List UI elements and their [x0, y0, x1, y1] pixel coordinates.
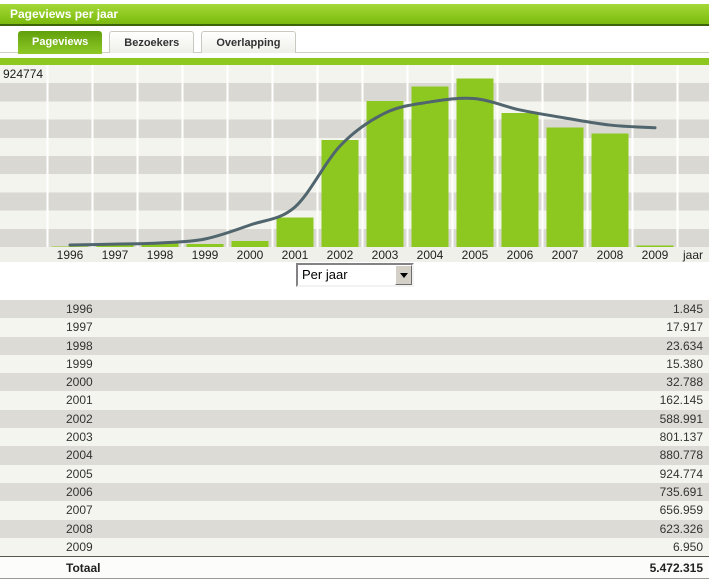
- table-row: 1998 23.634: [0, 336, 709, 355]
- row-year: 2008: [66, 521, 93, 536]
- row-value: 15.380: [666, 356, 703, 371]
- row-value: 656.959: [659, 503, 703, 518]
- row-value: 588.991: [659, 411, 703, 426]
- bar-1998[interactable]: [141, 242, 179, 247]
- table-row: 2002 588.991: [0, 409, 709, 429]
- row-value: 17.917: [666, 320, 703, 335]
- bar-2002[interactable]: [321, 139, 359, 247]
- row-year: 1998: [66, 338, 93, 353]
- row-year: 1997: [66, 320, 93, 335]
- x-axis-label: 2000: [236, 248, 264, 262]
- row-year: 2006: [66, 484, 93, 499]
- row-year: 2000: [66, 375, 93, 390]
- bar-2000[interactable]: [231, 241, 269, 247]
- x-axis-label: 1996: [56, 248, 84, 262]
- total-value: 5.472.315: [649, 561, 703, 576]
- x-axis-label: 2003: [371, 248, 399, 262]
- tab-row-divider: [0, 52, 709, 53]
- bar-2001[interactable]: [276, 217, 314, 247]
- bar-2006[interactable]: [501, 113, 539, 247]
- tab-overlapping[interactable]: Overlapping: [201, 31, 296, 53]
- table-row: 1999 15.380: [0, 354, 709, 374]
- row-value: 23.634: [666, 338, 703, 353]
- chart-top-border: [0, 58, 709, 65]
- row-year: 2004: [66, 448, 93, 463]
- total-label: Totaal: [66, 561, 101, 576]
- y-axis-max-label: 924774: [3, 67, 44, 81]
- chart-plot-svg: [46, 65, 679, 248]
- x-axis-label: 2001: [281, 248, 309, 262]
- bar-1999[interactable]: [186, 244, 224, 247]
- x-axis-label: 2005: [461, 248, 489, 262]
- x-axis-label: 1999: [191, 248, 219, 262]
- row-year: 2007: [66, 503, 93, 518]
- yearly-totals-table: 1996 1.845 1997 17.917 1998 23.634 1999 15.380 2…: [0, 300, 709, 557]
- bar-2004[interactable]: [411, 86, 449, 247]
- row-year: 1999: [66, 356, 93, 371]
- triangle-down-icon: [399, 272, 408, 278]
- row-value: 623.326: [659, 521, 703, 536]
- bar-2009[interactable]: [636, 245, 674, 247]
- row-year: 2003: [66, 430, 93, 445]
- bar-1996[interactable]: [51, 246, 89, 248]
- bar-2003[interactable]: [366, 101, 404, 247]
- x-axis-label: 2008: [596, 248, 624, 262]
- x-axis: jaar 1996 1997 1998 1999 2000 2001 2002 2003 200…: [0, 247, 709, 262]
- row-value: 6.950: [672, 539, 703, 554]
- dropdown-arrow-icon[interactable]: [395, 265, 412, 285]
- row-value: 924.774: [659, 466, 703, 481]
- pageviews-chart: [0, 65, 709, 247]
- x-axis-label: 2002: [326, 248, 354, 262]
- row-year: 2001: [66, 393, 93, 408]
- table-row: 2005 924.774: [0, 464, 709, 483]
- period-select-value: Per jaar: [302, 267, 348, 282]
- x-axis-label: 2004: [416, 248, 444, 262]
- row-value: 880.778: [659, 448, 703, 463]
- window-title-bar: Pageviews per jaar: [0, 4, 709, 26]
- row-value: 32.788: [666, 375, 703, 390]
- table-row: 1997 17.917: [0, 318, 709, 337]
- row-value: 735.691: [659, 484, 703, 499]
- tab-bar: Pageviews Bezoekers Overlapping: [18, 31, 296, 54]
- row-year: 2009: [66, 539, 93, 554]
- row-value: 162.145: [659, 393, 703, 408]
- trend-line: [68, 96, 657, 247]
- page-title: Pageviews per jaar: [10, 7, 119, 21]
- row-year: 1996: [66, 302, 93, 316]
- row-year: 2002: [66, 411, 93, 426]
- table-row: 2001 162.145: [0, 391, 709, 410]
- row-year: 2005: [66, 466, 93, 481]
- bar-2007[interactable]: [546, 127, 584, 247]
- x-axis-label: 2006: [506, 248, 534, 262]
- table-row: 2004 880.778: [0, 446, 709, 465]
- period-select[interactable]: Per jaar: [296, 263, 414, 287]
- bar-2008[interactable]: [591, 133, 629, 247]
- bar-2005[interactable]: [456, 78, 494, 247]
- row-value: 801.137: [659, 430, 703, 445]
- table-row: 1996 1.845: [0, 300, 709, 319]
- table-row: 2008 623.326: [0, 519, 709, 538]
- table-row: 2007 656.959: [0, 501, 709, 520]
- table-row: 2003 801.137: [0, 428, 709, 447]
- x-axis-label: 1998: [146, 248, 174, 262]
- x-axis-label: 1997: [101, 248, 129, 262]
- table-total-row: Totaal 5.472.315: [0, 556, 709, 580]
- tab-pageviews[interactable]: Pageviews: [18, 31, 103, 54]
- x-axis-label: 2009: [641, 248, 669, 262]
- table-row: 2009 6.950: [0, 537, 709, 557]
- x-axis-label: 2007: [551, 248, 579, 262]
- row-value: 1.845: [672, 302, 703, 316]
- x-axis-unit-label: jaar: [682, 248, 703, 262]
- table-row: 2000 32.788: [0, 373, 709, 392]
- table-row: 2006 735.691: [0, 482, 709, 502]
- tab-bezoekers[interactable]: Bezoekers: [109, 31, 195, 53]
